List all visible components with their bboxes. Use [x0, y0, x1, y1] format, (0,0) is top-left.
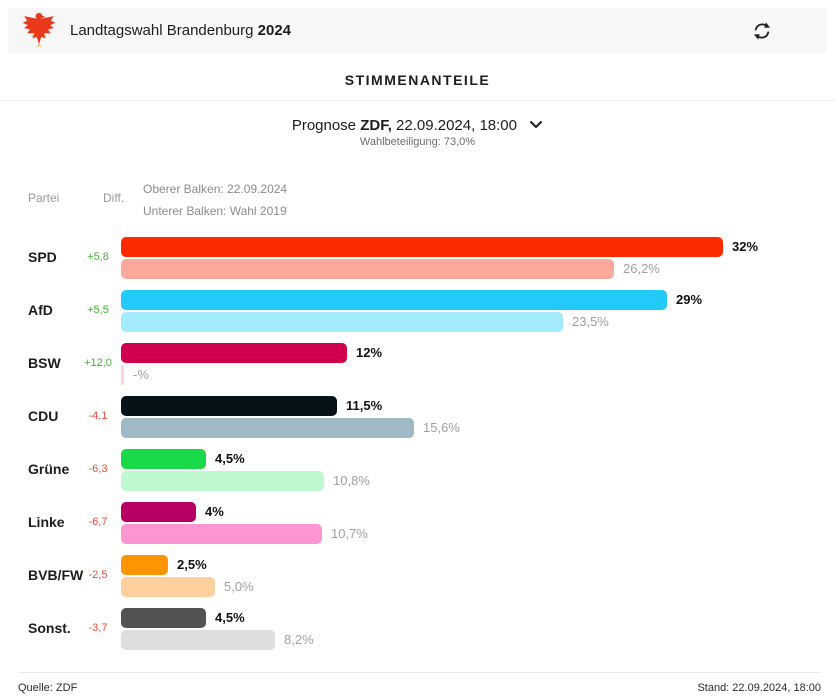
bars-cell: 2,5% 5,0%: [121, 552, 835, 597]
party-row: BSW +12,0 12% -%: [0, 336, 835, 389]
diff-value: -6,7: [88, 515, 108, 528]
legend-lower-bar: Unterer Balken: Wahl 2019: [143, 204, 287, 218]
bar-current-value: 4,5%: [215, 610, 245, 625]
bars-cell: 4,5% 8,2%: [121, 605, 835, 650]
party-row: Linke -6,7 4% 10,7%: [0, 495, 835, 548]
party-label: CDU: [28, 407, 59, 424]
bar-previous-value: 10,7%: [331, 526, 368, 541]
divider: [18, 672, 821, 673]
legend-upper-bar: Oberer Balken: 22.09.2024: [143, 182, 288, 196]
party-row: SPD +5,8 32% 26,2%: [0, 230, 835, 283]
bar-current-value: 2,5%: [177, 557, 207, 572]
bar-current-value: 29%: [676, 292, 703, 307]
bar-previous-value: 10,8%: [333, 473, 370, 488]
chart-rows: SPD +5,8 32% 26,2% AfD +5,5 29% 23,5%: [0, 230, 835, 654]
diff-value: -3,7: [88, 621, 108, 634]
bar-previous: [121, 417, 414, 438]
bar-previous: [121, 523, 322, 544]
bar-current: [121, 289, 667, 310]
diff-value: +5,8: [87, 250, 109, 263]
party-row: AfD +5,5 29% 23,5%: [0, 283, 835, 336]
stand-label: Stand: 22.09.2024, 18:00: [697, 682, 821, 694]
bar-current-value: 11,5%: [346, 398, 383, 413]
bar-current-value: 4%: [205, 504, 224, 519]
bar-previous: [121, 258, 614, 279]
bars-cell: 4,5% 10,8%: [121, 446, 835, 491]
bar-previous: [121, 470, 324, 491]
diff-value: -2,5: [88, 568, 108, 581]
bar-current: [121, 448, 206, 469]
bar-previous: [121, 311, 563, 332]
party-label: BVB/FW: [28, 566, 84, 583]
party-label: AfD: [28, 301, 53, 318]
bar-previous-value: 8,2%: [284, 632, 314, 647]
bars-cell: 29% 23,5%: [121, 287, 835, 332]
source-label: Quelle: ZDF: [18, 682, 78, 694]
bar-current-value: 12%: [356, 345, 383, 360]
party-row: BVB/FW -2,5 2,5% 5,0%: [0, 548, 835, 601]
bars-cell: 4% 10,7%: [121, 499, 835, 544]
bar-previous-value: -%: [133, 367, 149, 382]
bar-previous-value: 5,0%: [224, 579, 254, 594]
prognose-label: Prognose ZDF, 22.09.2024, 18:00: [291, 117, 517, 134]
bars-cell: 12% -%: [121, 340, 835, 385]
bar-previous: [121, 364, 124, 385]
diff-value: +5,5: [87, 303, 109, 316]
bars-cell: 32% 26,2%: [121, 234, 835, 279]
bar-current-value: 32%: [732, 239, 759, 254]
bar-previous-value: 26,2%: [623, 261, 660, 276]
diff-value: -6,3: [88, 462, 108, 475]
bar-previous-value: 23,5%: [572, 314, 609, 329]
diff-value: +12,0: [84, 356, 112, 369]
party-row: Grüne -6,3 4,5% 10,8%: [0, 442, 835, 495]
diff-value: -4,1: [88, 409, 108, 422]
page-title: STIMMENANTEILE: [344, 72, 491, 88]
chart-head: Partei Diff. Oberer Balken: 22.09.2024 U…: [0, 170, 835, 230]
bar-current: [121, 236, 723, 257]
bars-cell: 11,5% 15,6%: [121, 393, 835, 438]
bar-current: [121, 395, 337, 416]
divider: [0, 100, 835, 101]
chevron-down-icon[interactable]: [529, 116, 543, 133]
bar-current: [121, 607, 206, 628]
bar-current: [121, 342, 347, 363]
column-header-diff: Diff.: [103, 191, 125, 205]
party-label: Grüne: [28, 460, 70, 477]
refresh-icon[interactable]: [749, 18, 775, 44]
party-label: Linke: [28, 513, 65, 530]
turnout-label: Wahlbeteiligung: 73,0%: [359, 136, 476, 148]
brandenburg-eagle-icon: [20, 10, 58, 52]
bar-previous: [121, 629, 275, 650]
party-label: SPD: [28, 248, 57, 265]
bar-previous: [121, 576, 215, 597]
party-label: BSW: [28, 354, 61, 371]
bar-current: [121, 501, 196, 522]
party-row: CDU -4,1 11,5% 15,6%: [0, 389, 835, 442]
chart-legend: Oberer Balken: 22.09.2024 Unterer Balken…: [143, 178, 287, 222]
party-row: Sonst. -3,7 4,5% 8,2%: [0, 601, 835, 654]
app-title: Landtagswahl Brandenburg 2024: [70, 22, 292, 39]
prognose-selector[interactable]: Prognose ZDF, 22.09.2024, 18:00: [0, 116, 835, 134]
party-label: Sonst.: [28, 619, 71, 636]
bar-current: [121, 554, 168, 575]
app-header: Landtagswahl Brandenburg 2024: [8, 8, 827, 53]
column-header-party: Partei: [28, 191, 60, 205]
bar-previous-value: 15,6%: [423, 420, 460, 435]
bar-current-value: 4,5%: [215, 451, 245, 466]
